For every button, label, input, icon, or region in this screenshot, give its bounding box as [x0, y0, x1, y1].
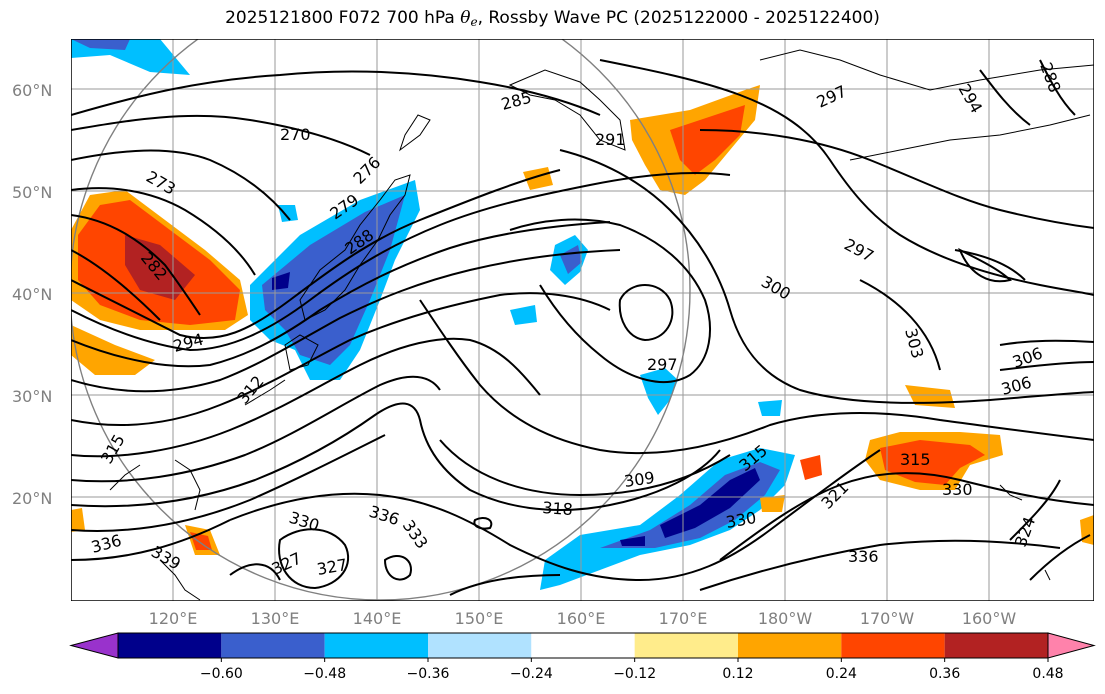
map-background: [71, 39, 1094, 601]
positive-anomaly-region: [523, 167, 553, 190]
negative-anomaly-region: [758, 400, 782, 416]
colorbar-segment: [531, 633, 635, 658]
colorbar-tick-label: −0.36: [407, 666, 450, 682]
range-circle: [71, 39, 691, 601]
lon-label: 120°E: [149, 609, 198, 628]
lon-label: 160°W: [962, 609, 1017, 628]
lat-label: 50°N: [12, 183, 52, 202]
colorbar-tick-label: 0.48: [1032, 666, 1063, 682]
negative-anomaly-region: [262, 195, 405, 365]
lat-label: 40°N: [12, 285, 52, 304]
contour-label: 297: [647, 355, 678, 374]
colorbar-segment: [944, 633, 1048, 658]
colorbar-segment: [634, 633, 738, 658]
lon-label: 180°W: [758, 609, 813, 628]
colorbar-segment: [428, 633, 532, 658]
colorbar-segment: [738, 633, 842, 658]
colorbar-tick-label: −0.24: [510, 666, 553, 682]
title-suffix: , Rossby Wave PC (2025122000 - 202512240…: [477, 8, 880, 28]
negative-anomaly-region: [278, 205, 298, 222]
lon-label: 160°E: [557, 609, 606, 628]
title-theta-subscript: e: [470, 15, 478, 29]
colorbar-tick-label: −0.48: [303, 666, 346, 682]
colorbar: −0.60 −0.48 −0.36 −0.24 −0.12 0.12 0.24 0.36 0.4…: [69, 632, 1096, 682]
colorbar-extend-high: [1047, 632, 1096, 659]
colorbar-tick-label: −0.12: [613, 666, 656, 682]
positive-anomaly-region: [71, 508, 85, 532]
gridlines: [71, 39, 1094, 601]
colorbar-extend-low: [69, 632, 119, 659]
colorbar-segment: [324, 633, 428, 658]
contour-label: 330: [942, 480, 973, 499]
lon-label: 170°W: [860, 609, 915, 628]
negative-anomaly-region: [660, 468, 760, 538]
lon-label: 150°E: [455, 609, 504, 628]
positive-anomaly-region: [71, 325, 155, 375]
colorbar-frame: [117, 632, 1049, 659]
colorbar-segment: [841, 633, 945, 658]
lat-label: 60°N: [12, 81, 52, 100]
negative-anomaly-region: [510, 305, 537, 325]
contour-labels: 270 273 276 279 282 285 288 291 294 297 …: [89, 60, 1064, 579]
contour-label: 270: [280, 125, 311, 144]
title-prefix: 2025121800 F072 700 hPa: [225, 8, 461, 28]
lon-label: 140°E: [353, 609, 402, 628]
contour-label: 315: [900, 450, 931, 469]
positive-anomaly-region: [670, 105, 745, 175]
colorbar-tick-label: −0.60: [200, 666, 243, 682]
positive-anomaly-region: [800, 455, 822, 480]
colorbar-tick-label: 0.36: [929, 666, 960, 682]
negative-anomaly-region: [272, 272, 290, 290]
colorbar-tick-label: 0.24: [826, 666, 857, 682]
map-panel: 270 273 276 279 282 285 288 291 294 297 …: [71, 39, 1094, 601]
lon-label: 170°E: [659, 609, 708, 628]
contour-label: 291: [595, 130, 626, 149]
negative-anomaly-region: [71, 39, 130, 50]
colorbar-segment: [118, 633, 222, 658]
lon-label: 130°E: [251, 609, 300, 628]
contour-label: 336: [848, 547, 879, 566]
map-title: 2025121800 F072 700 hPa θe, Rossby Wave …: [0, 8, 1105, 29]
latitude-labels: 60°N 50°N 40°N 30°N 20°N: [12, 81, 52, 508]
colorbar-tick-label: 0.12: [722, 666, 753, 682]
longitude-labels: 120°E 130°E 140°E 150°E 160°E 170°E 180°…: [149, 609, 1017, 628]
positive-anomaly-region: [1080, 515, 1094, 545]
theta-e-contours: [71, 59, 1094, 596]
lat-label: 30°N: [12, 387, 52, 406]
title-theta: θ: [460, 8, 471, 28]
positive-anomaly-region: [760, 495, 785, 512]
negative-anomaly-region: [620, 536, 645, 546]
lat-label: 20°N: [12, 489, 52, 508]
colorbar-segment: [221, 633, 325, 658]
contour-label: 309: [623, 468, 656, 491]
contour-label: 318: [542, 498, 574, 519]
